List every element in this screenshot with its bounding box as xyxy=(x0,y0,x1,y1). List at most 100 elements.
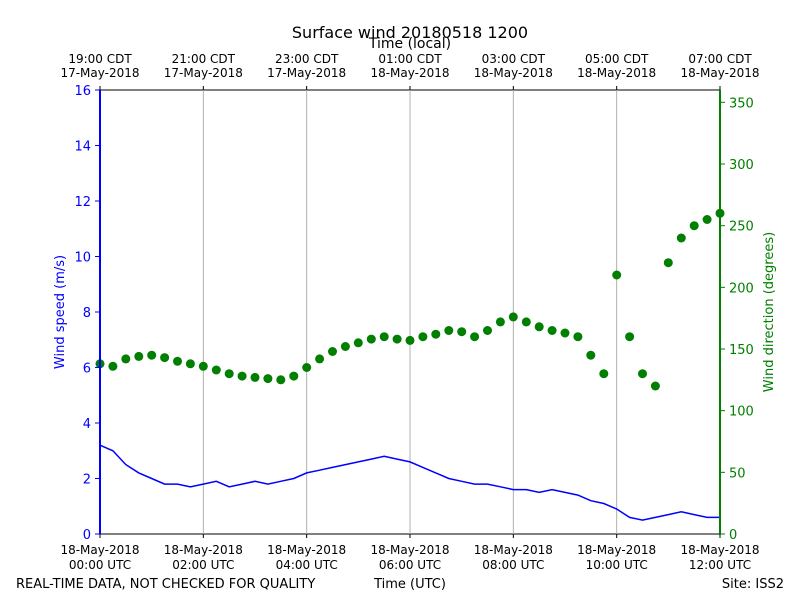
wind-direction-point xyxy=(147,350,157,360)
right-tick-label: 300 xyxy=(729,158,754,173)
top-tick-date: 17-May-2018 xyxy=(164,66,243,80)
wind-direction-point xyxy=(625,332,635,342)
wind-direction-points xyxy=(95,208,725,391)
top-tick-time: 23:00 CDT xyxy=(275,52,339,66)
left-tick-label: 2 xyxy=(83,473,91,488)
bottom-tick-time: 00:00 UTC xyxy=(69,558,131,572)
wind-direction-point xyxy=(134,351,144,361)
wind-direction-point xyxy=(444,326,454,335)
wind-direction-point xyxy=(340,342,350,351)
right-tick-label: 0 xyxy=(729,528,737,543)
right-tick-label: 350 xyxy=(729,96,754,111)
top-tick-date: 17-May-2018 xyxy=(60,66,139,80)
top-tick-time: 19:00 CDT xyxy=(68,52,132,66)
bottom-tick-date: 18-May-2018 xyxy=(680,543,759,557)
wind-direction-point xyxy=(328,347,337,356)
vertical-gridlines xyxy=(202,90,618,534)
wind-direction-point xyxy=(431,329,441,339)
top-tick-time: 07:00 CDT xyxy=(688,52,752,66)
top-tick-time: 05:00 CDT xyxy=(585,52,649,66)
wind-direction-point xyxy=(302,363,312,372)
wind-direction-point xyxy=(521,317,531,327)
chart-title: Surface wind 20180518 1200 xyxy=(292,23,528,42)
wind-direction-point xyxy=(276,375,286,385)
top-tick-time: 03:00 CDT xyxy=(482,52,546,66)
right-axis-label: Wind direction (degrees) xyxy=(762,232,777,392)
top-tick-date: 18-May-2018 xyxy=(680,66,759,80)
bottom-tick-date: 18-May-2018 xyxy=(474,543,553,557)
wind-direction-point xyxy=(586,350,596,360)
wind-direction-point xyxy=(289,371,299,381)
wind-direction-point xyxy=(379,332,389,342)
right-tick-label: 250 xyxy=(729,220,754,235)
right-tick-label: 150 xyxy=(729,343,754,358)
wind-direction-point xyxy=(366,334,376,344)
top-tick-date: 17-May-2018 xyxy=(267,66,346,80)
left-axis-ticks: 0 2 4 6 8 10 12 14 16 xyxy=(74,84,100,543)
top-tick-date: 18-May-2018 xyxy=(474,66,553,80)
bottom-tick-date: 18-May-2018 xyxy=(370,543,449,557)
left-tick-label: 8 xyxy=(83,306,91,321)
left-axis-label: Wind speed (m/s) xyxy=(53,255,68,369)
right-tick-label: 50 xyxy=(729,466,746,481)
wind-direction-point xyxy=(483,326,492,335)
left-tick-label: 4 xyxy=(83,417,91,432)
wind-direction-point xyxy=(457,327,467,337)
wind-direction-point xyxy=(470,332,480,342)
wind-direction-point xyxy=(676,233,686,243)
bottom-tick-date: 18-May-2018 xyxy=(577,543,656,557)
wind-direction-point xyxy=(160,353,170,363)
top-tick-time: 01:00 CDT xyxy=(378,52,442,66)
right-tick-label: 200 xyxy=(729,281,754,296)
bottom-tick-date: 18-May-2018 xyxy=(267,543,346,557)
left-tick-label: 12 xyxy=(74,195,91,210)
wind-direction-point xyxy=(612,270,622,280)
wind-direction-point xyxy=(418,332,428,342)
wind-direction-point xyxy=(237,371,247,381)
wind-direction-point xyxy=(392,334,402,344)
wind-direction-point xyxy=(638,369,647,379)
wind-direction-point xyxy=(534,322,544,332)
footer-site: Site: ISS2 xyxy=(722,577,784,592)
wind-direction-point xyxy=(198,361,208,371)
left-tick-label: 16 xyxy=(74,84,91,99)
wind-direction-point xyxy=(224,369,234,379)
top-tick-date: 18-May-2018 xyxy=(370,66,449,80)
left-tick-label: 14 xyxy=(74,140,91,155)
top-tick-date: 18-May-2018 xyxy=(577,66,656,80)
bottom-tick-time: 10:00 UTC xyxy=(586,558,648,572)
footer-xlabel: Time (UTC) xyxy=(373,577,446,592)
wind-direction-point xyxy=(508,312,518,322)
wind-direction-point xyxy=(560,328,570,338)
wind-direction-point xyxy=(353,338,363,348)
left-tick-label: 0 xyxy=(83,528,91,543)
bottom-tick-time: 02:00 UTC xyxy=(172,558,234,572)
wind-speed-line xyxy=(99,444,720,521)
bottom-tick-date: 18-May-2018 xyxy=(60,543,139,557)
wind-direction-point xyxy=(211,365,221,375)
wind-direction-point xyxy=(405,335,415,345)
top-axis-label: Time (local) xyxy=(368,36,451,52)
bottom-tick-time: 06:00 UTC xyxy=(379,558,441,572)
wind-direction-point xyxy=(108,361,118,371)
wind-direction-point xyxy=(315,354,325,364)
left-tick-label: 6 xyxy=(83,362,91,377)
wind-direction-point xyxy=(702,215,712,224)
wind-direction-point xyxy=(573,332,583,342)
wind-direction-point xyxy=(185,359,195,369)
wind-direction-point xyxy=(689,221,699,231)
wind-direction-point xyxy=(495,317,505,327)
wind-direction-point xyxy=(173,356,182,366)
wind-direction-point xyxy=(263,374,273,384)
wind-direction-point xyxy=(250,372,260,382)
right-tick-label: 100 xyxy=(729,405,754,420)
wind-direction-point xyxy=(599,369,609,379)
right-axis-ticks: 0 50 100 150 200 250 300 350 xyxy=(720,96,754,543)
bottom-tick-date: 18-May-2018 xyxy=(164,543,243,557)
wind-direction-point xyxy=(650,381,660,391)
footer-disclaimer: REAL-TIME DATA, NOT CHECKED FOR QUALITY xyxy=(16,577,315,592)
wind-direction-point xyxy=(547,326,557,335)
